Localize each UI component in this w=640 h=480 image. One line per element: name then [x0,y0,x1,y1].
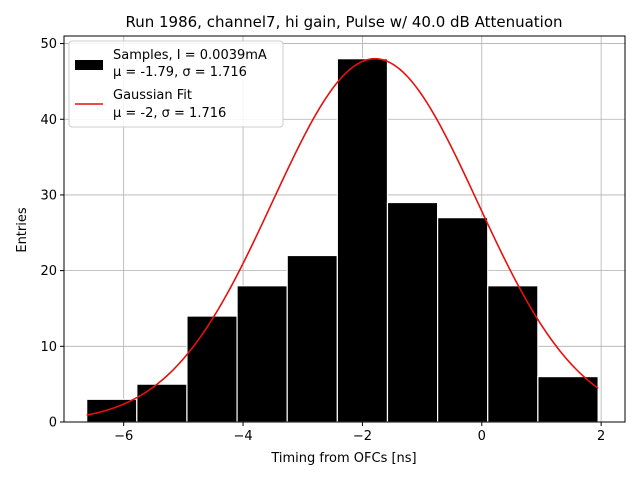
histogram-bar [236,285,288,423]
legend-swatch-samples [75,60,103,70]
legend-label-samples-line2: μ = -1.79, σ = 1.716 [113,65,247,80]
legend-frame [68,40,284,128]
x-tick-label: 0 [478,429,486,444]
chart-title: Run 1986, channel7, hi gain, Pulse w/ 40… [125,13,562,31]
histogram-bars [86,58,599,423]
legend-label-fit-line2: μ = -2, σ = 1.716 [113,106,226,121]
histogram-bar [286,254,338,423]
x-tick-label: −4 [233,429,252,444]
x-tick-label: −2 [353,429,372,444]
x-tick-label: −6 [114,429,133,444]
histogram-bar [336,58,389,423]
y-tick-label: 20 [40,264,57,279]
legend: Samples, I = 0.0039mA μ = -1.79, σ = 1.7… [68,40,284,128]
x-axis-label: Timing from OFCs [ns] [270,451,416,466]
histogram-bar [537,375,599,423]
legend-label-fit-line1: Gaussian Fit [113,88,192,103]
y-tick-label: 50 [40,37,57,52]
histogram-bar [437,217,489,423]
histogram-bar [136,383,188,423]
histogram-bar [186,315,238,423]
x-ticks: −6 −4 −2 0 2 [114,422,605,444]
y-tick-label: 0 [49,416,57,431]
histogram-bar [487,285,539,423]
y-tick-label: 40 [40,113,57,128]
y-tick-label: 30 [40,188,57,203]
plot-frame [63,35,626,423]
y-tick-label: 10 [40,340,57,355]
y-ticks: 0 10 20 30 40 50 [40,37,64,431]
x-tick-label: 2 [597,429,605,444]
y-axis-label: Entries [15,207,30,253]
legend-label-samples-line1: Samples, I = 0.0039mA [113,48,267,63]
histogram-bar [86,398,138,423]
gaussian-fit-line [86,57,599,416]
histogram-bar [386,201,439,423]
